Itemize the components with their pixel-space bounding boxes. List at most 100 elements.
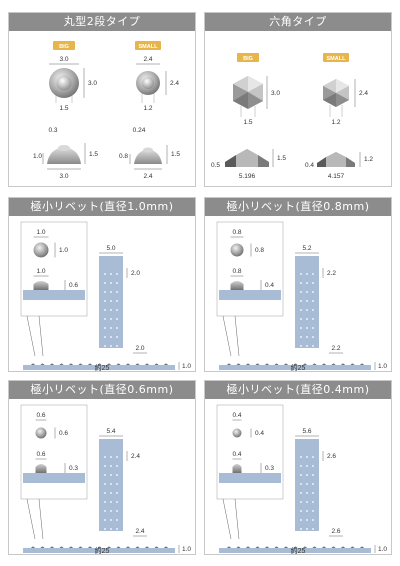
svg-text:1.5: 1.5 bbox=[89, 151, 98, 158]
rivet-diagram: 0.8 0.8 0.8 0.4 5.2 2.2 2.2 bbox=[216, 221, 387, 370]
round-type-diagram: BIG SMALL 3.0 3.0 1.5 2.4 2.4 1.2 0.3 1.… bbox=[33, 41, 180, 180]
big-badge bbox=[237, 53, 259, 62]
svg-text:0.5: 0.5 bbox=[211, 162, 220, 169]
svg-text:2.4: 2.4 bbox=[143, 56, 152, 63]
svg-text:0.8: 0.8 bbox=[119, 153, 128, 160]
row-length-label: 約25 bbox=[290, 548, 306, 555]
rivet-side-view bbox=[230, 281, 244, 290]
svg-text:1.0: 1.0 bbox=[378, 363, 387, 370]
small-hex-top-view bbox=[323, 79, 349, 107]
svg-text:2.4: 2.4 bbox=[359, 90, 368, 97]
rivet-strip bbox=[295, 439, 319, 531]
rivet-row bbox=[23, 548, 175, 553]
panel-title: 丸型2段タイプ bbox=[9, 13, 195, 31]
rivet-row bbox=[219, 365, 371, 370]
svg-text:3.0: 3.0 bbox=[88, 80, 97, 87]
svg-text:1.5: 1.5 bbox=[277, 155, 286, 162]
svg-text:5.196: 5.196 bbox=[239, 173, 256, 180]
rivet-diagram: 0.6 0.6 0.6 0.3 5.4 2.4 2.4 bbox=[20, 404, 191, 553]
panel-title: 極小リベット(直径0.8mm) bbox=[205, 198, 391, 216]
svg-text:0.24: 0.24 bbox=[133, 127, 146, 134]
rivet-diagram: 0.4 0.4 0.4 0.3 5.6 2.6 2.6 bbox=[216, 404, 387, 553]
svg-text:1.0: 1.0 bbox=[33, 153, 42, 160]
svg-text:0.6: 0.6 bbox=[69, 282, 78, 289]
panel-title: 極小リベット(直径0.6mm) bbox=[9, 381, 195, 399]
rivet-side-view bbox=[33, 281, 49, 290]
svg-text:0.4: 0.4 bbox=[305, 162, 314, 169]
rivet-head-top-view bbox=[33, 242, 49, 258]
svg-text:2.4: 2.4 bbox=[135, 528, 144, 535]
detail-box bbox=[216, 221, 284, 317]
small-badge bbox=[135, 41, 161, 50]
hex-type-diagram: BIG SMALL 3.0 1.5 2.4 bbox=[211, 53, 373, 180]
panel-title: 極小リベット(直径1.0mm) bbox=[9, 198, 195, 216]
svg-text:0.4: 0.4 bbox=[265, 282, 274, 289]
rivet-head-top-view bbox=[35, 427, 47, 439]
svg-text:2.4: 2.4 bbox=[143, 173, 152, 180]
rivet-row bbox=[23, 365, 175, 370]
rivet-strip bbox=[99, 439, 123, 531]
panel-rivet-r04: 極小リベット(直径0.4mm) 0.4 0.4 0.4 bbox=[204, 380, 392, 555]
panel-title: 六角タイプ bbox=[205, 13, 391, 31]
rivet-side-view bbox=[232, 464, 242, 473]
detail-box bbox=[20, 221, 88, 317]
big-round-side-view bbox=[47, 147, 81, 164]
svg-text:1.5: 1.5 bbox=[243, 119, 252, 126]
panel-rivet-r08: 極小リベット(直径0.8mm) 0.8 0.8 0.8 bbox=[204, 197, 392, 372]
svg-text:SMALL: SMALL bbox=[327, 56, 347, 62]
panel-hex-type: 六角タイプ BIG SMALL 3.0 1.5 bbox=[204, 12, 392, 187]
svg-text:5.0: 5.0 bbox=[106, 245, 115, 252]
rivet-side-view bbox=[35, 464, 47, 473]
svg-text:0.4: 0.4 bbox=[232, 451, 241, 458]
svg-text:0.3: 0.3 bbox=[69, 465, 78, 472]
rivet-diagram: 1.0 1.0 1.0 0.6 5.0 2.0 2.0 bbox=[20, 221, 191, 370]
svg-text:2.6: 2.6 bbox=[331, 528, 340, 535]
svg-text:3.0: 3.0 bbox=[59, 56, 68, 63]
svg-text:2.4: 2.4 bbox=[170, 80, 179, 87]
svg-text:0.8: 0.8 bbox=[232, 268, 241, 275]
rivet-strip bbox=[295, 256, 319, 348]
big-hex-top-view bbox=[233, 76, 263, 109]
svg-text:1.2: 1.2 bbox=[364, 156, 373, 163]
svg-text:0.8: 0.8 bbox=[232, 229, 241, 236]
base-plate bbox=[219, 473, 281, 483]
rivet-row bbox=[219, 548, 371, 553]
rivet-head-top-view bbox=[232, 428, 242, 438]
svg-text:BIG: BIG bbox=[243, 56, 253, 62]
svg-text:3.0: 3.0 bbox=[59, 173, 68, 180]
svg-text:1.5: 1.5 bbox=[171, 151, 180, 158]
svg-text:0.3: 0.3 bbox=[48, 127, 57, 134]
rivet-head-top-view bbox=[230, 243, 244, 257]
svg-text:2.2: 2.2 bbox=[327, 270, 336, 277]
row-length-label: 約25 bbox=[94, 365, 110, 372]
svg-text:0.4: 0.4 bbox=[255, 430, 264, 437]
svg-text:5.2: 5.2 bbox=[302, 245, 311, 252]
panel-rivet-r10: 極小リベット(直径1.0mm) 1.0 1.0 1.0 bbox=[8, 197, 196, 372]
small-badge-label: SMALL bbox=[139, 44, 159, 50]
svg-text:0.4: 0.4 bbox=[232, 412, 241, 419]
svg-text:5.6: 5.6 bbox=[302, 428, 311, 435]
big-badge-label: BIG bbox=[59, 44, 69, 50]
svg-text:0.3: 0.3 bbox=[265, 465, 274, 472]
svg-text:0.8: 0.8 bbox=[255, 247, 264, 254]
svg-text:0.6: 0.6 bbox=[36, 451, 45, 458]
svg-text:1.0: 1.0 bbox=[378, 546, 387, 553]
svg-text:2.0: 2.0 bbox=[135, 345, 144, 352]
svg-text:1.0: 1.0 bbox=[36, 229, 45, 236]
svg-text:1.0: 1.0 bbox=[36, 268, 45, 275]
svg-text:0.6: 0.6 bbox=[59, 430, 68, 437]
small-hex-side-view bbox=[317, 152, 355, 167]
panel-title: 極小リベット(直径0.4mm) bbox=[205, 381, 391, 399]
svg-text:0.6: 0.6 bbox=[36, 412, 45, 419]
svg-text:1.5: 1.5 bbox=[59, 105, 68, 112]
panel-round-type: 丸型2段タイプ BIG SMALL 3.0 3.0 1.5 2. bbox=[8, 12, 196, 187]
row-length-label: 約25 bbox=[94, 548, 110, 555]
small-badge bbox=[323, 53, 349, 62]
big-hex-side-view bbox=[225, 149, 269, 167]
svg-text:1.2: 1.2 bbox=[143, 105, 152, 112]
svg-text:3.0: 3.0 bbox=[271, 90, 280, 97]
row-length-label: 約25 bbox=[290, 365, 306, 372]
svg-text:4.157: 4.157 bbox=[328, 173, 345, 180]
rivet-strip bbox=[99, 256, 123, 348]
base-plate bbox=[23, 290, 85, 300]
